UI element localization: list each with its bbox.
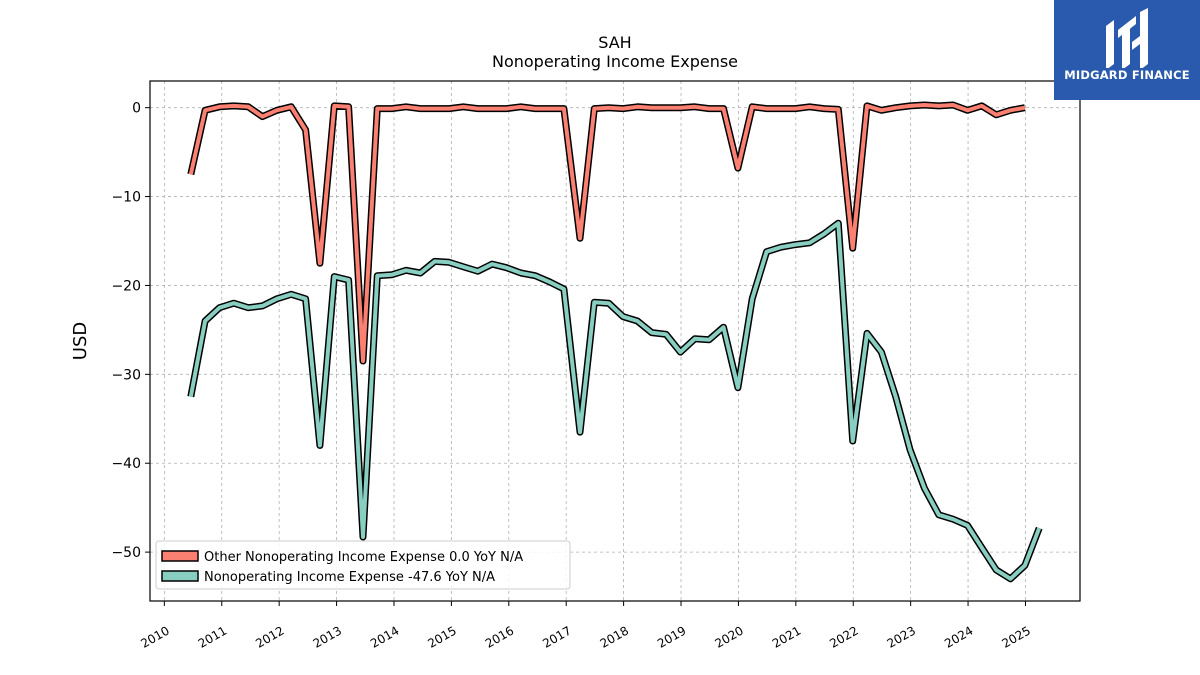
x-tick-label: 2014 — [368, 623, 401, 650]
y-tick-label: −20 — [111, 278, 141, 294]
y-tick-label: 0 — [132, 101, 141, 117]
logo-mark-icon — [1106, 8, 1148, 68]
x-tick-label: 2012 — [253, 623, 286, 650]
y-tick-label: −10 — [111, 190, 141, 206]
y-axis-label: USD — [70, 322, 91, 360]
x-tick-label: 2013 — [311, 623, 344, 650]
chart-title: SAH — [598, 33, 631, 52]
x-tick-label: 2018 — [598, 623, 631, 650]
x-tick-label: 2017 — [540, 623, 573, 650]
legend-label: Nonoperating Income Expense -47.6 YoY N/… — [204, 570, 495, 585]
y-tick-label: −40 — [111, 456, 141, 472]
legend-box — [155, 540, 571, 590]
x-tick-label: 2010 — [138, 623, 171, 650]
x-tick-label: 2021 — [770, 623, 803, 650]
legend-label: Other Nonoperating Income Expense 0.0 Yo… — [204, 550, 523, 565]
x-tick-label: 2025 — [1000, 623, 1033, 650]
x-tick-label: 2022 — [827, 623, 860, 650]
plot-frame — [149, 80, 1081, 602]
series-0-line — [188, 103, 1026, 363]
x-tick-label: 2020 — [712, 623, 745, 650]
x-tick-label: 2024 — [942, 623, 975, 650]
x-tick-label: 2016 — [483, 623, 516, 650]
legend-swatch — [161, 570, 199, 582]
series-layer — [187, 101, 1043, 583]
grid — [150, 81, 1080, 601]
y-tick-label: −50 — [111, 545, 141, 561]
x-tick-label: 2011 — [196, 623, 229, 650]
series-1-line — [188, 221, 1042, 581]
chart-subtitle: Nonoperating Income Expense — [492, 52, 738, 71]
brand-logo: MIDGARD FINANCE — [1054, 0, 1200, 100]
y-tick-label: −30 — [111, 367, 141, 383]
x-tick-label: 2015 — [425, 623, 458, 650]
legend: Other Nonoperating Income Expense 0.0 Yo… — [155, 540, 571, 590]
x-tick-label: 2023 — [885, 623, 918, 650]
series-1-outline — [187, 219, 1043, 583]
logo-text: MIDGARD FINANCE — [1064, 68, 1190, 82]
legend-swatch — [161, 550, 199, 562]
x-tick-label: 2019 — [655, 623, 688, 650]
